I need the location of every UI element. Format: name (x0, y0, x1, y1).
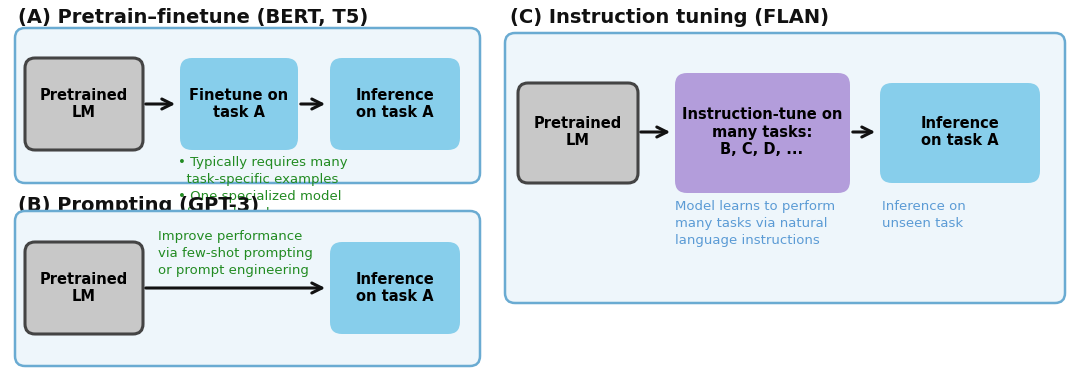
FancyBboxPatch shape (25, 58, 143, 150)
Text: Inference
on task A: Inference on task A (355, 88, 434, 120)
Text: (A) Pretrain–finetune (BERT, T5): (A) Pretrain–finetune (BERT, T5) (18, 8, 368, 27)
Text: Instruction-tune on
many tasks:
B, C, D, ...: Instruction-tune on many tasks: B, C, D,… (681, 107, 842, 157)
Text: Improve performance
via few-shot prompting
or prompt engineering: Improve performance via few-shot prompti… (158, 230, 313, 277)
FancyBboxPatch shape (505, 33, 1065, 303)
Text: Finetune on
task A: Finetune on task A (189, 88, 288, 120)
Text: (B) Prompting (GPT-3): (B) Prompting (GPT-3) (18, 196, 259, 215)
Text: Inference
on task A: Inference on task A (355, 272, 434, 304)
FancyBboxPatch shape (15, 28, 480, 183)
FancyBboxPatch shape (25, 242, 143, 334)
Text: • Typically requires many
  task-specific examples
• One specialized model
  for: • Typically requires many task-specific … (178, 156, 348, 220)
Text: Pretrained
LM: Pretrained LM (40, 272, 129, 304)
FancyBboxPatch shape (180, 58, 298, 150)
Text: Pretrained
LM: Pretrained LM (534, 116, 622, 148)
Text: Inference
on task A: Inference on task A (920, 116, 999, 148)
Text: Pretrained
LM: Pretrained LM (40, 88, 129, 120)
FancyBboxPatch shape (330, 58, 460, 150)
Text: Model learns to perform
many tasks via natural
language instructions: Model learns to perform many tasks via n… (675, 200, 835, 247)
FancyBboxPatch shape (880, 83, 1040, 183)
FancyBboxPatch shape (518, 83, 638, 183)
Text: (C) Instruction tuning (FLAN): (C) Instruction tuning (FLAN) (510, 8, 829, 27)
FancyBboxPatch shape (15, 211, 480, 366)
FancyBboxPatch shape (675, 73, 850, 193)
FancyBboxPatch shape (330, 242, 460, 334)
Text: Inference on
unseen task: Inference on unseen task (882, 200, 966, 230)
